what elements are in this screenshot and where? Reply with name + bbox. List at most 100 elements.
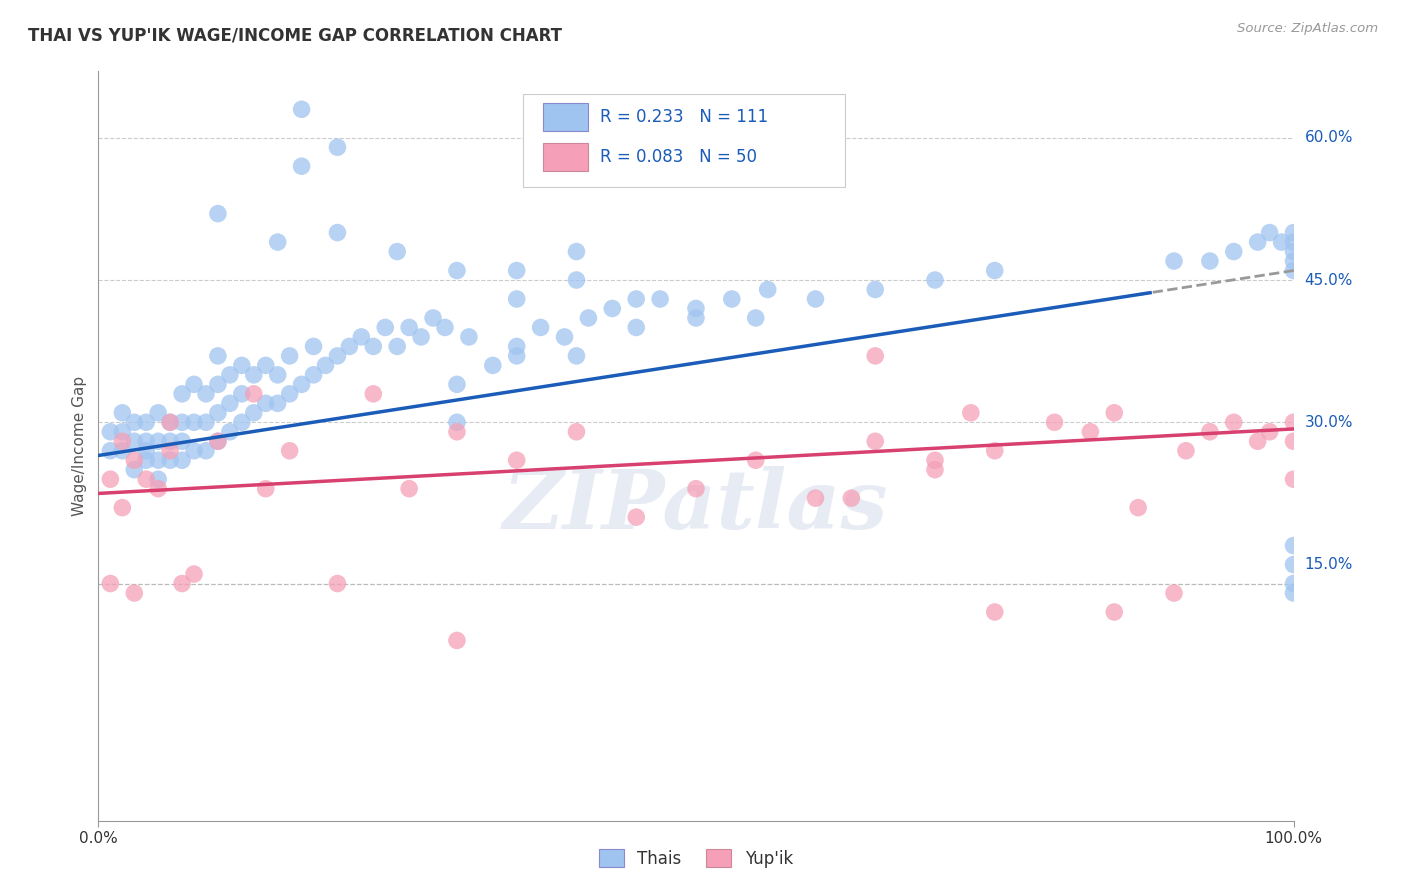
Text: 60.0%: 60.0% [1305,130,1353,145]
Y-axis label: Wage/Income Gap: Wage/Income Gap [72,376,87,516]
Point [745,310,768,325]
Point [195,387,218,401]
Point [1271,235,1294,249]
Point [254,396,277,410]
Point [924,273,946,287]
Point [124,463,146,477]
Text: Source: ZipAtlas.com: Source: ZipAtlas.com [1237,22,1378,36]
Point [326,349,349,363]
Point [183,415,205,429]
Point [207,377,229,392]
Point [172,576,194,591]
Point [1282,235,1305,249]
Point [195,443,218,458]
Point [172,415,194,429]
Point [385,244,409,259]
Point [1223,244,1246,259]
FancyBboxPatch shape [523,94,845,187]
Point [960,406,983,420]
FancyBboxPatch shape [543,103,589,131]
Point [135,453,157,467]
Point [135,443,157,458]
Point [685,482,707,496]
Point [841,491,863,505]
Point [804,103,827,117]
Point [685,310,707,325]
Point [1282,576,1305,591]
Point [135,415,157,429]
Point [374,320,396,334]
Point [98,576,122,591]
Point [506,453,529,467]
Point [648,292,672,306]
Point [124,415,146,429]
Point [1223,415,1246,429]
Point [984,443,1007,458]
Point [243,387,266,401]
Point [267,368,290,382]
Point [481,359,505,373]
Point [1282,226,1305,240]
Point [721,292,744,306]
Point [148,472,170,486]
Point [1258,226,1281,240]
Point [254,482,277,496]
Point [506,263,529,277]
Point [111,500,134,515]
Point [135,434,157,449]
Point [1282,558,1305,572]
Point [315,359,337,373]
Legend: Thais, Yup'ik: Thais, Yup'ik [591,841,801,876]
Point [458,330,481,344]
Point [565,349,588,363]
Text: THAI VS YUP'IK WAGE/INCOME GAP CORRELATION CHART: THAI VS YUP'IK WAGE/INCOME GAP CORRELATI… [28,27,562,45]
Point [565,273,588,287]
Point [1104,605,1126,619]
Point [291,103,314,117]
Point [207,206,229,220]
Point [219,396,242,410]
Point [506,349,529,363]
Point [865,283,887,297]
Point [124,586,146,600]
Point [363,339,385,353]
Point [183,443,205,458]
Point [148,482,170,496]
Point [278,349,301,363]
Point [124,434,146,449]
Point [111,425,134,439]
Text: R = 0.233   N = 111: R = 0.233 N = 111 [600,108,769,126]
Point [1199,254,1222,268]
Point [685,301,707,316]
Point [302,339,325,353]
Point [984,263,1007,277]
Point [98,443,122,458]
Point [626,292,648,306]
Point [865,434,887,449]
Point [148,434,170,449]
Point [207,434,229,449]
Point [1163,254,1185,268]
Point [339,339,361,353]
Point [1247,235,1270,249]
Point [219,368,242,382]
Point [1128,500,1150,515]
Point [1080,425,1102,439]
Point [446,633,468,648]
Text: 30.0%: 30.0% [1305,415,1353,430]
Point [530,320,553,334]
Point [1282,254,1305,268]
Point [159,415,181,429]
Point [446,377,468,392]
Point [98,472,122,486]
Point [350,330,373,344]
Point [148,453,170,467]
Point [398,482,420,496]
Point [207,406,229,420]
Point [411,330,433,344]
Point [984,605,1007,619]
Point [745,453,768,467]
Point [111,443,134,458]
Point [1282,415,1305,429]
Point [1258,425,1281,439]
